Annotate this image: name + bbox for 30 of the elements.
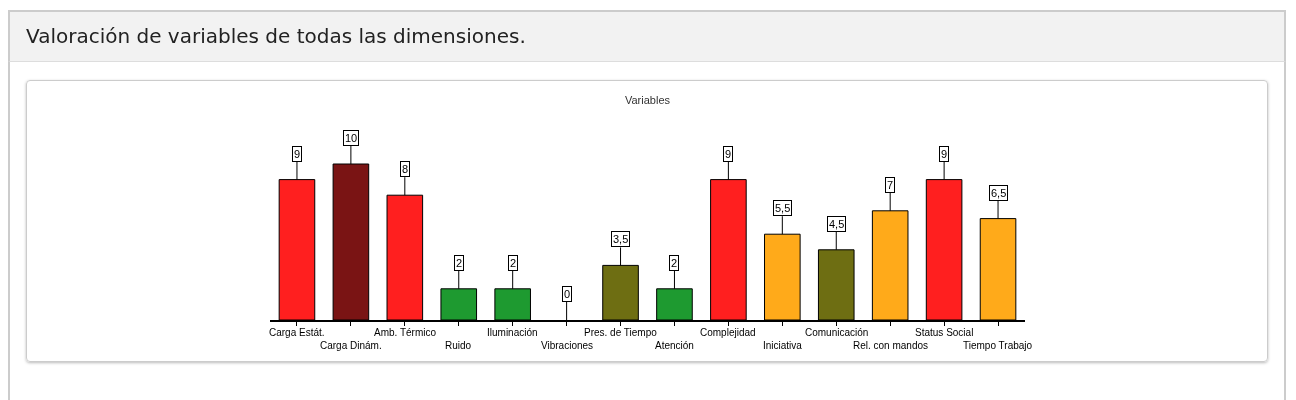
data-label: 0 [564, 288, 571, 300]
data-label: 2 [510, 257, 517, 269]
x-tick-label: Carga Estát. [269, 327, 325, 338]
x-tick-label: Amb. Térmico [374, 327, 437, 338]
x-tick-label: Tiempo Trabajo [963, 340, 1033, 351]
x-tick-label: Status Social [915, 327, 974, 338]
chart-subtitle: Variables [624, 93, 671, 106]
x-tick-label: Atención [655, 340, 694, 351]
data-label: 9 [294, 148, 301, 160]
data-label: 2 [456, 257, 463, 269]
x-tick-label: Rel. con mandos [853, 340, 929, 351]
chart-title: Valoración de variables de todas las dimensiones. [26, 24, 526, 48]
data-label: 7 [887, 179, 894, 191]
x-tick-label: Ruido [445, 340, 472, 351]
x-tick-label: Iniciativa [763, 340, 803, 351]
data-label: 2 [671, 257, 678, 269]
data-label: 8 [402, 163, 409, 175]
x-tick-label: Carga Dinám. [320, 340, 382, 351]
x-tick-label: Comunicación [805, 327, 869, 338]
x-tick-label: Vibraciones [541, 340, 594, 351]
x-tick-label: Iluminación [487, 327, 538, 338]
data-label: 9 [941, 148, 948, 160]
data-label: 5,5 [775, 202, 791, 214]
data-label: 10 [345, 132, 358, 144]
data-label: 6,5 [991, 187, 1007, 199]
data-label: 9 [725, 148, 732, 160]
x-tick-label: Complejidad [700, 327, 756, 338]
data-label: 4,5 [829, 218, 845, 230]
x-tick-label: Pres. de Tiempo [584, 327, 658, 338]
data-label: 3,5 [613, 233, 629, 245]
